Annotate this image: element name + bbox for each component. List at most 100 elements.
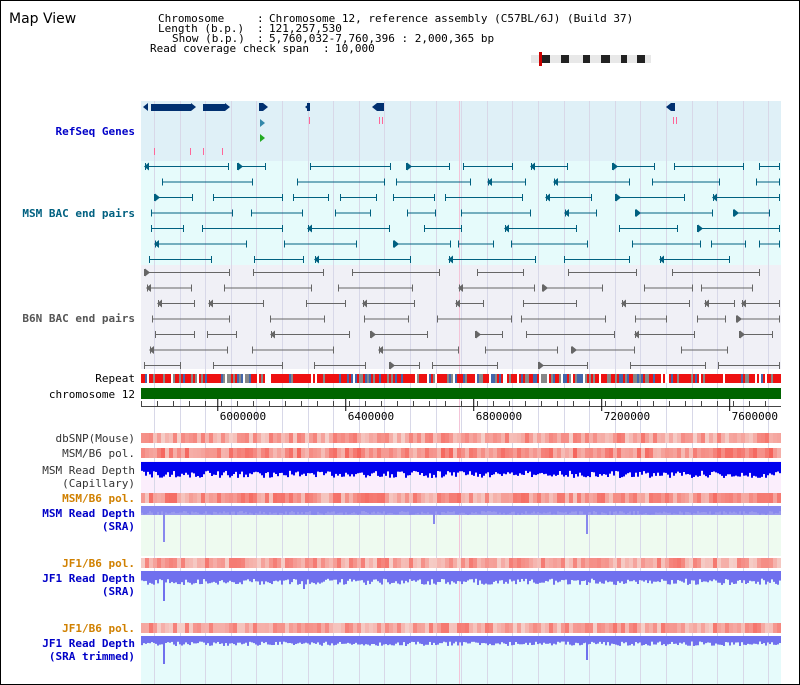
msm-bac-end [612,163,613,170]
jf1-b6-pol-density-cell [517,558,521,568]
msm-depth-cap-bar [353,462,355,477]
msm-depth-sra-bar [175,506,177,514]
jf1-depth-trim-bar [189,636,191,646]
msm-depth-sra-bar [183,506,185,512]
msm-depth-cap-bar [505,462,507,475]
jf1-depth-sra-bar [591,571,593,579]
dbsnp-density-cell [141,433,145,443]
jf1-depth-trim-bar [617,636,619,646]
jf1-depth-sra-bar [305,571,307,585]
jf1-depth-sra-bar [165,571,167,583]
jf1-depth-sra-bar [685,571,687,579]
msm-depth-cap-bar [349,462,351,477]
repeat-element [341,374,343,383]
repeat-element [593,374,595,383]
msm-depth-sra-bar [243,506,245,514]
repeat-element [767,374,769,383]
b6n-bac-end [352,269,353,276]
repeat-element [697,374,699,383]
track-label-refseq[interactable]: RefSeq Genes [55,125,135,138]
jf1-depth-sra-bar [183,571,185,585]
jf1-depth-sra-bar [403,571,405,584]
jf1-b6-pol-density-cell [197,558,201,568]
msm-depth-cap-bar [701,462,703,471]
repeat-element [405,374,407,383]
msm-b6-pol-density-cell [605,448,609,458]
msm-depth-sra-bar [617,506,619,514]
repeat-element [513,374,515,383]
msm-b6-pol-density-cell [489,448,493,458]
msm-b6-pol-density-cell [541,493,545,503]
dbsnp-density-cell [169,433,173,443]
jf1-depth-sra-bar [259,571,261,585]
length-colon: : [257,22,264,35]
jf1-depth-sra-bar [623,571,625,584]
track-label-msm-bac[interactable]: MSM BAC end pairs [22,207,135,220]
msm-b6-pol-density-cell [309,493,313,503]
repeat-element [757,374,759,383]
jf1-b6-pol-density-cell [485,558,489,568]
b6n-bac-end-arrow [621,299,626,308]
msm-depth-cap-bar [367,462,369,476]
dbsnp-density-cell [669,433,673,443]
jf1-depth-sra-bar [241,571,243,585]
jf1-b6-pol-density-cell [509,558,513,568]
jf1-depth-trim-bar [645,636,647,645]
repeat-element [151,374,153,383]
repeat-element [347,374,349,383]
msm-depth-cap-bar [573,462,575,478]
msm-b6-pol-density-cell [193,493,197,503]
jf1-depth-sra-bar [573,571,575,581]
msm-depth-cap-bar [733,462,735,477]
msm-b6-pol-density-cell [521,448,525,458]
repeat-element [437,374,439,383]
msm-depth-cap-bar [619,462,621,478]
b6n-bac-end [180,362,181,369]
msm-b6-pol-density-cell [677,493,681,503]
msm-depth-cap-bar [521,462,523,475]
repeat-element [233,374,235,383]
repeat-element [289,374,291,383]
jf1-depth-trim-bar [569,636,571,645]
msm-depth-cap-bar [325,462,327,474]
jf1-depth-trim-bar [507,636,509,646]
msm-depth-cap-bar [459,462,461,472]
repeat-element [285,374,287,383]
jf1-depth-sra-bar [235,571,237,584]
track-label-b6n-bac[interactable]: B6N BAC end pairs [22,312,135,325]
msm-bac-end-arrow [564,209,569,217]
msm-depth-sra-bar [219,506,221,513]
jf1-b6-pol-density-cell [313,623,317,633]
msm-depth-sra-bar [387,506,389,514]
repeat-element [543,374,545,383]
repeat-element [279,374,281,383]
jf1-depth-sra-bar [713,571,715,580]
jf1-depth-trim-bar [153,636,155,643]
repeat-element [323,374,325,383]
jf1-depth-sra-bar [295,571,297,580]
jf1-b6-pol-density-cell [461,558,465,568]
jf1-b6-pol-density-cell [509,623,513,633]
msm-b6-pol-density-cell [705,493,709,503]
msm-bac-end [390,163,391,170]
jf1-b6-pol-density-cell [753,623,757,633]
msm-bac-end [449,163,450,170]
msm-depth-sra-bar [209,506,211,514]
repeat-element [643,374,645,383]
msm-depth-cap-bar [607,462,609,478]
msm-depth-sra-bar [421,506,423,512]
msm-depth-sra-bar [247,506,249,515]
b6n-bac-end [345,300,346,307]
jf1-depth-trim-bar [271,636,273,646]
dbsnp-density-cell [285,433,289,443]
jf1-depth-trim-bar [561,636,563,642]
msm-depth-sra-bar [211,506,213,515]
repeat-element [399,374,401,383]
jf1-b6-pol-density-cell [169,623,173,633]
dbsnp-density-cell [509,433,513,443]
msm-b6-pol-density-cell [409,493,413,503]
jf1-depth-trim-bar [383,636,385,645]
msm-b6-pol-density-cell [321,448,325,458]
dbsnp-density-cell [569,433,573,443]
